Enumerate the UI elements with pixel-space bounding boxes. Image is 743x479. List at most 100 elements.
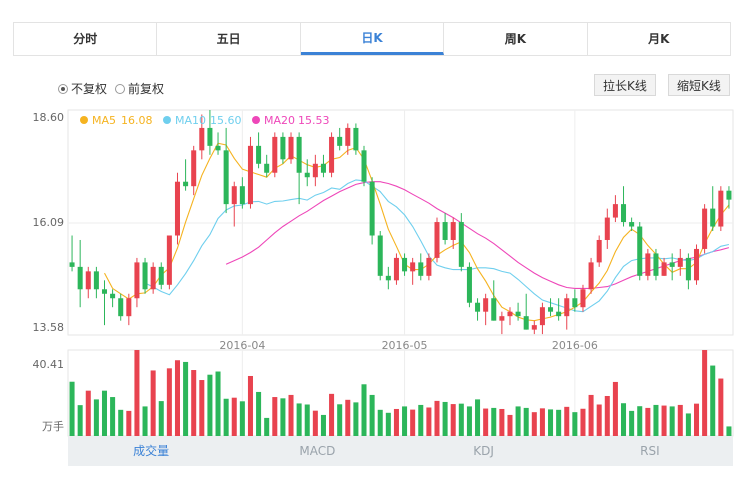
candle-body xyxy=(596,239,602,263)
candle-body xyxy=(499,316,505,321)
candle-body xyxy=(69,262,75,267)
candle-body xyxy=(272,136,278,173)
candle-body xyxy=(85,271,91,290)
candles xyxy=(69,110,732,335)
chart-legend: MA5 16.08 MA10 15.60 MA20 15.53 xyxy=(80,114,330,127)
candle-body xyxy=(150,266,156,290)
candle-body xyxy=(174,181,180,236)
candle-body xyxy=(710,208,716,227)
candle-body xyxy=(515,311,521,317)
volume-bar xyxy=(548,409,554,436)
price-adjust-options: 不复权 前复权 xyxy=(58,80,164,97)
volume-bar xyxy=(199,380,205,436)
candle-body xyxy=(580,289,586,308)
volume-bar xyxy=(483,408,489,436)
volume-bar xyxy=(531,412,537,436)
tab-kdj[interactable]: KDJ xyxy=(473,444,494,458)
volume-bar xyxy=(475,399,481,436)
candle-body xyxy=(256,145,262,164)
volume-bar xyxy=(85,390,91,436)
volume-bar xyxy=(588,394,594,436)
ma20-legend-marker xyxy=(252,116,260,124)
tab-rsi[interactable]: RSI xyxy=(640,444,660,458)
ma5-legend-name: MA5 xyxy=(92,114,116,127)
volume-bar xyxy=(304,404,310,436)
price-mid-label: 16.09 xyxy=(33,216,65,229)
volume-bar xyxy=(718,378,724,436)
radio-checked-icon xyxy=(58,83,68,94)
ma5-legend-marker xyxy=(80,116,88,124)
ma10-legend-marker xyxy=(163,116,171,124)
tab-five-day[interactable]: 五日 xyxy=(157,23,301,55)
candle-body xyxy=(247,145,253,205)
volume-bar xyxy=(710,365,716,436)
x-tick-label: 2016-06 xyxy=(552,339,598,352)
volume-bar xyxy=(183,361,189,436)
candle-body xyxy=(661,262,667,276)
volume-bar xyxy=(702,350,708,436)
volume-bar xyxy=(629,410,635,436)
candle-body xyxy=(702,208,708,249)
x-tick-label: 2016-04 xyxy=(219,339,265,352)
tab-weekly-k[interactable]: 周K xyxy=(444,23,588,55)
volume-bar xyxy=(361,384,367,436)
candle-body xyxy=(426,257,432,276)
volume-bar xyxy=(596,404,602,436)
volume-bar xyxy=(661,405,667,436)
candle-body xyxy=(239,186,245,205)
volume-bar xyxy=(215,371,221,436)
candle-body xyxy=(280,136,286,160)
tab-intraday[interactable]: 分时 xyxy=(14,23,158,55)
tab-volume[interactable]: 成交量 xyxy=(133,444,170,458)
volume-bar xyxy=(458,403,464,436)
volume-bar xyxy=(166,368,172,436)
candle-body xyxy=(402,257,408,272)
candle-body xyxy=(223,150,229,205)
radio-label: 前复权 xyxy=(128,82,165,96)
candle-body xyxy=(183,181,189,187)
volume-bar xyxy=(345,399,351,436)
volume-bar xyxy=(288,394,294,436)
candle-body xyxy=(166,235,172,285)
shrink-k-button[interactable]: 缩短K线 xyxy=(668,74,730,96)
candle-body xyxy=(564,298,570,317)
volume-bar xyxy=(312,410,318,436)
ma5-legend-value: 16.08 xyxy=(121,114,153,127)
volume-bar xyxy=(264,417,270,436)
tab-daily-k[interactable]: 日K xyxy=(300,23,445,55)
volume-bar xyxy=(393,408,399,436)
volume-bar xyxy=(118,409,124,436)
period-tabs: 分时 五日 日K 周K 月K xyxy=(13,22,731,56)
candle-body xyxy=(118,298,124,317)
candle-body xyxy=(539,307,545,326)
candle-body xyxy=(637,226,643,276)
radio-no-adjust[interactable]: 不复权 xyxy=(58,80,107,97)
volume-unit-label: 万手 xyxy=(42,419,64,433)
volume-bar xyxy=(507,414,513,436)
volume-bar xyxy=(320,414,326,436)
candle-body xyxy=(588,262,594,290)
radio-forward-adjust[interactable]: 前复权 xyxy=(115,80,164,97)
candle-body xyxy=(101,289,108,294)
volume-bar xyxy=(604,395,610,436)
volume-bar xyxy=(637,406,643,436)
candle-body xyxy=(369,181,375,236)
tab-macd[interactable]: MACD xyxy=(299,444,336,458)
volume-bar xyxy=(101,390,108,436)
candle-body xyxy=(458,222,464,267)
candle-body xyxy=(142,262,148,290)
volume-bar xyxy=(539,408,545,436)
candle-body xyxy=(604,217,610,240)
candle-body xyxy=(296,136,302,173)
ma10-legend-name: MA10 xyxy=(175,114,206,127)
candle-body xyxy=(726,190,732,200)
tab-monthly-k[interactable]: 月K xyxy=(587,23,731,55)
volume-bar xyxy=(418,404,424,436)
candle-body xyxy=(361,150,367,182)
volume-bar xyxy=(247,375,253,436)
volume-bar xyxy=(426,407,432,436)
x-tick-label: 2016-05 xyxy=(382,339,428,352)
stretch-k-button[interactable]: 拉长K线 xyxy=(594,74,656,96)
volume-bar xyxy=(685,413,691,436)
